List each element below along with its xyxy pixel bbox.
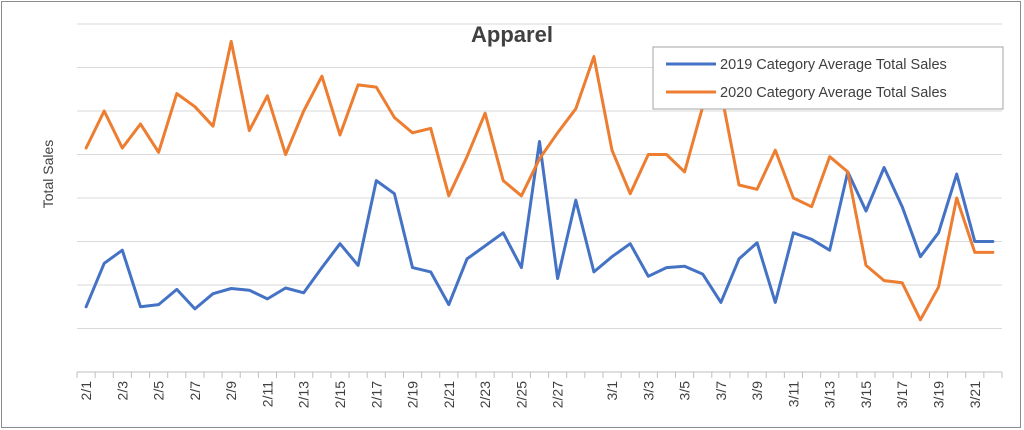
x-tick-label: 3/21: [967, 381, 983, 408]
x-axis-tick-labels: 2/1 2/3 2/5 2/7 2/9 2/11 2/13 2/15 2/17 2/19 2/21 2…: [78, 381, 983, 408]
x-tick-label: 2/21: [441, 381, 457, 408]
x-tick-label: 3/11: [785, 381, 801, 407]
x-tick-label: 2/5: [151, 381, 167, 401]
chart-title: Apparel: [471, 22, 553, 47]
x-tick-label: 2/19: [405, 381, 421, 408]
gridlines: [77, 23, 1002, 329]
series-line-2020: [84, 39, 995, 322]
legend-box: [652, 46, 1004, 110]
legend: 2019 Category Average Total Sales 2020 C…: [652, 46, 1004, 110]
x-tick-label: 3/13: [822, 381, 838, 408]
x-tick-label: 3/19: [931, 381, 947, 408]
legend-label-2020: 2020 Category Average Total Sales: [720, 85, 947, 101]
x-tick-label: 2/7: [187, 381, 203, 401]
y-axis-title: Total Sales: [40, 140, 56, 208]
x-tick-label: 3/15: [858, 381, 874, 408]
series-lines: [84, 39, 995, 322]
legend-label-2019: 2019 Category Average Total Sales: [720, 57, 947, 73]
x-tick-label: 2/27: [550, 381, 566, 408]
x-tick-label: 2/3: [114, 381, 130, 401]
x-tick-label: 2/23: [477, 381, 493, 408]
x-tick-label: 2/17: [368, 381, 384, 408]
series-line-2019: [84, 140, 995, 311]
x-tick-label: 3/3: [640, 381, 656, 401]
x-tick-label: 3/1: [604, 381, 620, 401]
x-tick-label: 2/11: [259, 381, 275, 407]
x-tick-label: 2/13: [296, 381, 312, 408]
x-tick-label: 3/9: [749, 381, 765, 401]
x-tick-label: 3/7: [713, 381, 729, 401]
x-tick-label: 2/25: [513, 381, 529, 408]
x-tick-label: 3/17: [894, 381, 910, 408]
x-tick-label: 3/5: [677, 381, 693, 401]
x-tick-label: 2/15: [332, 381, 348, 408]
x-tick-label: 2/1: [78, 381, 94, 401]
x-tick-label: 2/9: [223, 381, 239, 401]
x-axis-ticks: [76, 372, 1003, 378]
